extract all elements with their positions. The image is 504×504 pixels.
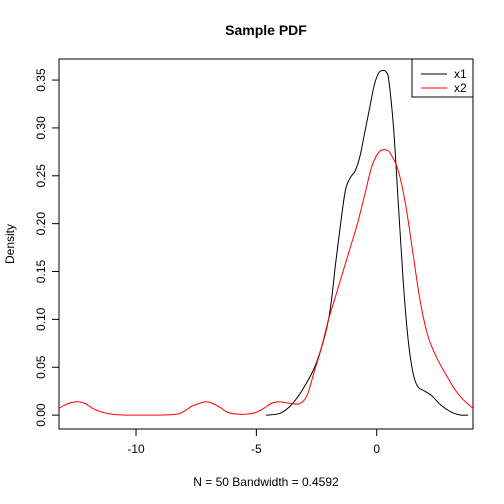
series-line-x2 <box>59 149 473 416</box>
y-tick-label: 0.30 <box>34 116 48 140</box>
y-tick-label: 0.10 <box>34 307 48 331</box>
x-axis: -10 -5 0 <box>127 429 380 456</box>
y-tick-label: 0.35 <box>34 68 48 92</box>
y-axis: 0.00 0.05 0.10 0.15 0.20 0.25 0.30 0.35 <box>34 68 59 427</box>
x-tick-label: 0 <box>373 442 380 456</box>
y-tick-label: 0.15 <box>34 260 48 284</box>
chart-title: Sample PDF <box>225 22 307 38</box>
y-tick-label: 0.05 <box>34 355 48 379</box>
series-line-x1 <box>265 69 469 416</box>
y-tick-label: 0.00 <box>34 403 48 427</box>
x-tick-label: -10 <box>127 442 145 456</box>
legend: x1 x2 <box>411 58 474 98</box>
legend-box <box>411 58 474 98</box>
x-tick-label: -5 <box>251 442 262 456</box>
x-axis-label: N = 50 Bandwidth = 0.4592 <box>193 475 339 489</box>
legend-entry-x2: x2 <box>454 81 467 95</box>
y-axis-label: Density <box>3 224 17 264</box>
plot-frame <box>58 58 474 430</box>
legend-entry-x1: x1 <box>454 67 467 81</box>
series-layer <box>59 69 473 416</box>
y-tick-label: 0.20 <box>34 212 48 236</box>
y-tick-label: 0.25 <box>34 164 48 188</box>
